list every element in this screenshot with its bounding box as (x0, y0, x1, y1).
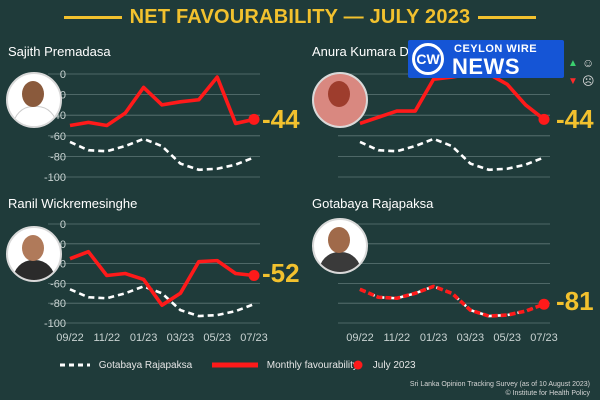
source-line2: © Institute for Health Policy (505, 390, 590, 397)
x-tick-label: 01/23 (130, 332, 158, 344)
july-2023-point (538, 298, 550, 310)
monthly-favourability-line (359, 72, 546, 126)
monthly-favourability-line (359, 284, 545, 318)
title-rule-left (63, 16, 122, 20)
y-tick-label: -60 (50, 278, 66, 290)
x-tick-label: 05/23 (203, 332, 231, 344)
gotabaya-dashed-line (69, 284, 255, 318)
latest-value-gotabaya: -81 (556, 286, 594, 316)
x-tick-label: 03/23 (457, 332, 485, 344)
july-2023-point (538, 113, 550, 125)
y-tick-label: -100 (44, 172, 66, 184)
legend-dot-label: July 2023 (372, 360, 416, 371)
smile-face-icon: ☺ (582, 56, 595, 70)
y-tick-label: 0 (60, 219, 66, 231)
x-tick-label: 05/23 (493, 332, 521, 344)
triangle-up-icon: ▲ (568, 58, 578, 69)
x-tick-label: 09/22 (56, 332, 84, 344)
title-rule-right (478, 16, 537, 20)
latest-value-anura: -44 (556, 104, 594, 134)
x-tick-label: 11/22 (93, 332, 120, 344)
panel-name-gotabaya: Gotabaya Rajapaksa (312, 196, 434, 211)
avatar-anura (312, 72, 368, 128)
x-tick-label: 09/22 (346, 332, 374, 344)
logo-mark: CW (412, 43, 444, 75)
latest-value-sajith: -44 (262, 104, 300, 134)
legend-dot-swatch (353, 360, 363, 370)
july-2023-point (248, 113, 260, 125)
monthly-favourability-line (69, 249, 255, 307)
logo-line2: NEWS (452, 54, 520, 79)
chart-ranil: 0-20-40-60-80-10009/2211/2201/2303/2305/… (44, 219, 268, 344)
avatar-sajith (6, 72, 62, 128)
legend-solid-swatch (212, 362, 258, 368)
avatar-ranil (6, 226, 62, 282)
gotabaya-dashed-line (359, 137, 545, 172)
avatar-anura-bg (314, 74, 366, 126)
gotabaya-dashed-line (359, 284, 545, 318)
ceylon-wire-logo: CW CEYLON WIRE NEWS (408, 40, 564, 79)
legend-dashed-swatch (60, 363, 90, 367)
chart-title: NET FAVOURABILITY — JULY 2023 (0, 6, 600, 29)
source-note: Sri Lanka Opinion Tracking Survey (as of… (410, 380, 590, 398)
title-text: NET FAVOURABILITY — JULY 2023 (129, 6, 471, 28)
legend-solid-label: Monthly favourability (266, 360, 358, 371)
chart-gotabaya: 09/22 11/22 01/23 03/23 05/23 07/23 (338, 223, 558, 344)
latest-value-ranil: -52 (262, 258, 300, 288)
panel-name-sajith: Sajith Premadasa (8, 44, 111, 59)
source-line1: Sri Lanka Opinion Tracking Survey (as of… (409, 381, 590, 388)
legend-dashed-label: Gotabaya Rajapaksa (98, 360, 193, 371)
y-tick-label: -60 (50, 131, 66, 143)
chart-sajith: 0-20-40-60-80-100 (44, 69, 260, 184)
x-tick-label: 11/22 (383, 332, 410, 344)
logo-line1: CEYLON WIRE (454, 43, 538, 55)
x-tick-label: 03/23 (167, 332, 195, 344)
panel-name-ranil: Ranil Wickremesinghe (8, 196, 138, 211)
panel-name-anura: Anura Kumara Dissanayake (312, 44, 408, 59)
y-tick-label: -80 (50, 298, 66, 310)
monthly-favourability-line (69, 75, 255, 128)
gotabaya-dashed-line (69, 137, 255, 172)
y-tick-label: -100 (44, 318, 66, 330)
x-tick-label: 07/23 (530, 332, 558, 344)
legend-dashed: Gotabaya Rajapaksa (60, 360, 192, 371)
july-2023-point (248, 269, 260, 281)
legend-solid: Monthly favourability (212, 360, 358, 371)
y-tick-label: 0 (60, 69, 66, 81)
legend-dot: July 2023 (352, 360, 416, 371)
frown-face-icon: ☹ (582, 74, 595, 88)
x-tick-label: 07/23 (240, 332, 268, 344)
avatar-gotabaya (312, 218, 368, 274)
triangle-down-icon: ▼ (568, 76, 578, 87)
x-tick-label: 01/23 (420, 332, 448, 344)
y-tick-label: -80 (50, 151, 66, 163)
